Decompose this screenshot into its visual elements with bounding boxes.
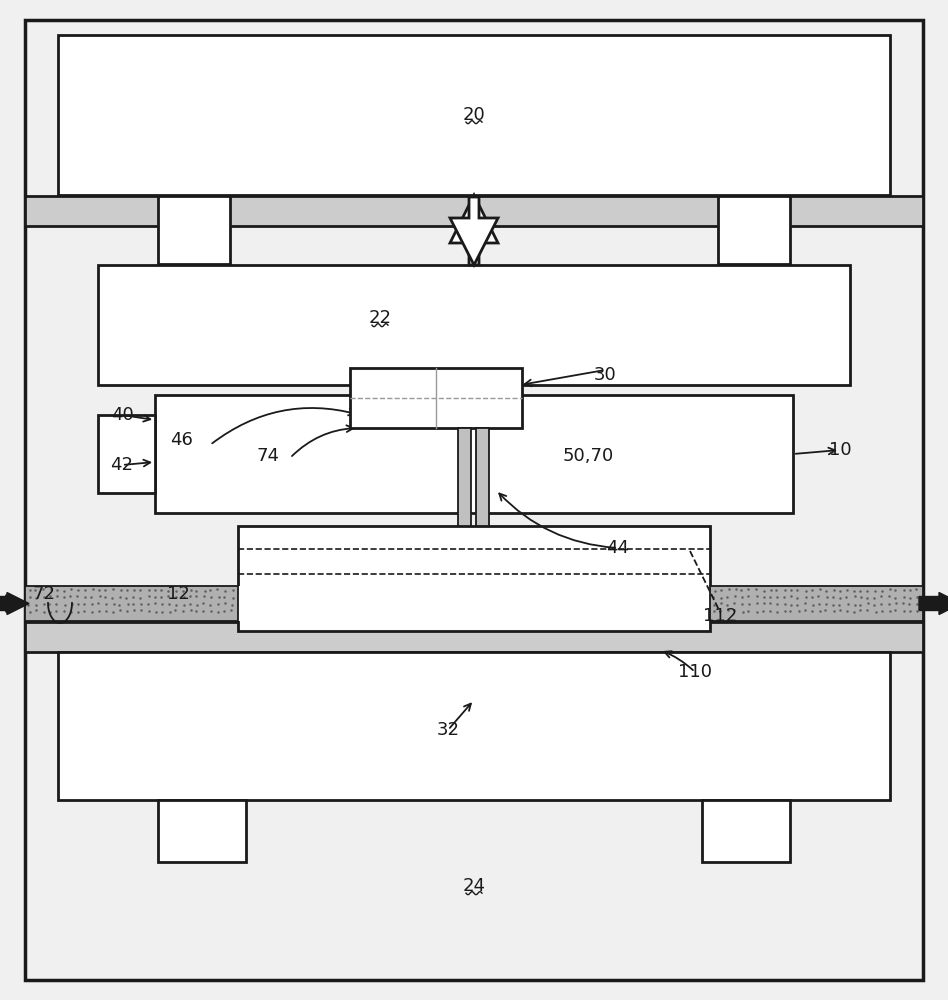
Bar bbox=[158, 196, 230, 264]
Bar bbox=[98, 265, 850, 385]
Text: 22: 22 bbox=[369, 309, 392, 327]
Bar bbox=[98, 415, 155, 493]
Bar bbox=[58, 35, 890, 195]
Text: 112: 112 bbox=[702, 607, 738, 625]
Text: 74: 74 bbox=[257, 447, 280, 465]
Text: 32: 32 bbox=[436, 721, 460, 739]
Text: 50,70: 50,70 bbox=[562, 447, 613, 465]
FancyArrow shape bbox=[919, 592, 948, 614]
Text: 20: 20 bbox=[463, 106, 485, 124]
Text: 110: 110 bbox=[678, 663, 712, 681]
Text: 24: 24 bbox=[463, 877, 485, 895]
Polygon shape bbox=[450, 195, 498, 265]
Text: 72: 72 bbox=[32, 585, 56, 603]
Text: 10: 10 bbox=[829, 441, 851, 459]
Bar bbox=[350, 368, 522, 428]
Bar bbox=[476, 428, 489, 526]
Bar bbox=[702, 800, 790, 862]
Bar bbox=[158, 800, 246, 862]
Bar bbox=[718, 196, 790, 264]
Text: 44: 44 bbox=[607, 539, 629, 557]
Polygon shape bbox=[450, 197, 498, 265]
Bar bbox=[238, 586, 710, 621]
FancyArrow shape bbox=[0, 592, 29, 614]
Bar bbox=[155, 395, 793, 513]
Text: 12: 12 bbox=[167, 585, 190, 603]
Bar bbox=[458, 428, 471, 526]
Bar bbox=[238, 526, 710, 631]
Bar bbox=[25, 586, 238, 621]
Text: 42: 42 bbox=[111, 456, 134, 474]
Text: 40: 40 bbox=[111, 406, 134, 424]
Bar bbox=[710, 586, 923, 621]
Bar bbox=[58, 652, 890, 800]
Bar bbox=[25, 196, 923, 226]
Text: 30: 30 bbox=[593, 366, 616, 384]
Bar bbox=[25, 622, 923, 652]
Text: 46: 46 bbox=[171, 431, 193, 449]
